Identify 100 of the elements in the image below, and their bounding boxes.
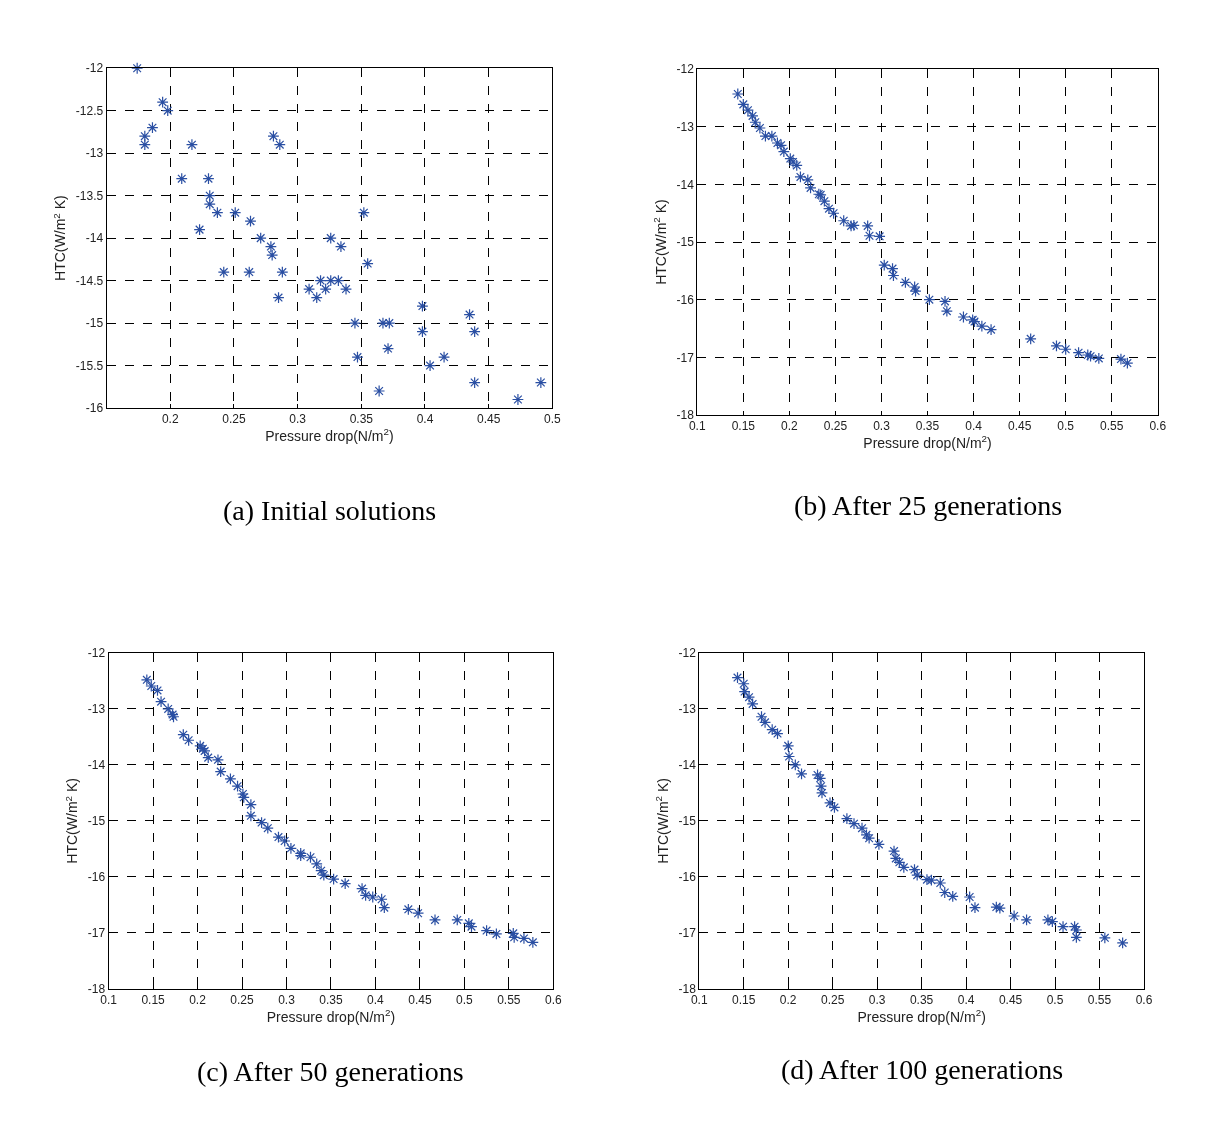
point (863, 229, 876, 242)
y-tick-label: -15 (85, 316, 104, 331)
point (255, 816, 268, 829)
y-tick-label: -17 (87, 926, 106, 941)
y-tick-label: -16 (678, 870, 697, 885)
point (789, 758, 802, 771)
x-tick-label: 0.25 (222, 412, 246, 427)
point (1059, 343, 1072, 356)
point (856, 822, 869, 835)
y-tick-label: -16 (87, 870, 106, 885)
point (811, 768, 824, 781)
text: (d) After 100 generations (781, 1054, 1064, 1085)
point (923, 293, 936, 306)
point (361, 257, 374, 270)
point (224, 772, 237, 785)
point (794, 170, 807, 183)
point (887, 269, 900, 282)
point (940, 305, 953, 318)
point (783, 750, 796, 763)
point (795, 767, 808, 780)
point (507, 927, 520, 940)
point (203, 198, 216, 211)
point (351, 351, 364, 364)
x-tick-label: 0.25 (820, 993, 845, 1008)
point (1008, 910, 1021, 923)
point (140, 673, 153, 686)
x-tick-label: 0.3 (868, 993, 886, 1008)
x-axis-title: Pressure drop(N/m$^{2}$) (863, 433, 992, 452)
point (1092, 352, 1105, 365)
point (911, 869, 924, 882)
y-tick-label: -15.5 (75, 358, 104, 373)
point (909, 285, 922, 298)
point (886, 262, 899, 275)
x-tick-label: 0.6 (1135, 993, 1153, 1008)
point (490, 927, 503, 940)
point (278, 835, 291, 848)
point (131, 62, 144, 75)
y-tick-label: -13 (678, 702, 697, 717)
point (468, 376, 481, 389)
point (266, 249, 279, 262)
point (1072, 346, 1085, 359)
point (517, 932, 530, 945)
point (526, 936, 539, 949)
x-axis-title: Pressure drop(N/m$^{2}$) (266, 1007, 396, 1026)
point (815, 780, 828, 793)
point (946, 890, 959, 903)
point (480, 924, 493, 937)
x-tick-label: 0.1 (100, 993, 118, 1008)
point (310, 291, 323, 304)
point (899, 276, 912, 289)
x-tick-label: 0.6 (544, 993, 562, 1008)
x-tick-label: 0.4 (367, 993, 385, 1008)
point (375, 893, 388, 906)
point (264, 240, 277, 253)
x-tick-label: 0.55 (1087, 993, 1112, 1008)
x-tick-label: 0.2 (781, 419, 799, 434)
point (284, 842, 297, 855)
point (382, 342, 395, 355)
x-tick-label: 0.35 (915, 419, 940, 434)
point (1020, 913, 1033, 926)
point (156, 96, 169, 109)
x-tick-label: 0.55 (1100, 419, 1124, 434)
x-tick-label: 0.4 (957, 993, 975, 1008)
y-tick-label: -13 (87, 702, 106, 717)
x-tick-label: 0.3 (289, 412, 307, 427)
point (1121, 357, 1134, 370)
point (1057, 920, 1070, 933)
point (511, 393, 524, 406)
x-tick-label: 0.55 (497, 993, 521, 1008)
x-tick-label: 0.1 (688, 419, 706, 434)
point (356, 882, 369, 895)
point (957, 310, 970, 323)
x-tick-label: 0.45 (998, 993, 1023, 1008)
point (324, 232, 337, 245)
text: (a) Initial solutions (223, 495, 437, 526)
y-tick-label: -12.5 (75, 103, 104, 118)
x-tick-label: 0.2 (161, 412, 179, 427)
point (438, 351, 451, 364)
point (175, 172, 188, 185)
x-tick-label: 0.45 (408, 993, 432, 1008)
y-tick-label: -18 (678, 981, 697, 996)
x-tick-label: 0.25 (823, 419, 848, 434)
x-tick-label: 0.4 (416, 412, 434, 427)
point (416, 325, 429, 338)
point (939, 295, 952, 308)
y-tick-label: -14 (85, 231, 104, 246)
point (873, 230, 886, 243)
y-tick-label: -14.5 (75, 273, 104, 288)
x-tick-label: 0.15 (731, 419, 756, 434)
point (273, 138, 286, 151)
point (193, 223, 206, 236)
point (731, 88, 744, 101)
x-tick-label: 0.3 (278, 993, 296, 1008)
point (310, 857, 323, 870)
point (818, 195, 831, 208)
point (848, 817, 861, 830)
point (324, 274, 337, 287)
point (182, 734, 195, 747)
x-axis-title: Pressure drop(N/m$^{2}$) (265, 426, 394, 445)
point (416, 300, 429, 313)
